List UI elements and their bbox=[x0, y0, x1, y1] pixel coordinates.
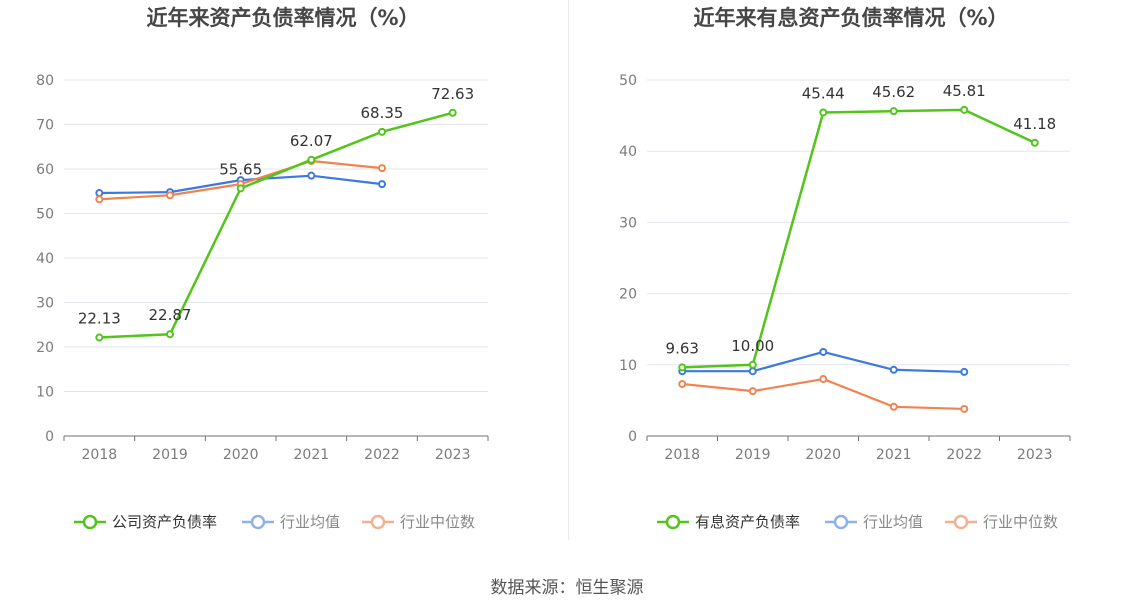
left-y-tick-label: 50 bbox=[36, 207, 54, 223]
right-data-label: 45.62 bbox=[872, 83, 915, 101]
right-legend-label: 行业中位数 bbox=[983, 513, 1058, 531]
left-y-tick-label: 10 bbox=[36, 385, 54, 401]
left-data-point[interactable] bbox=[307, 155, 316, 164]
left-legend-marker-icon bbox=[250, 514, 266, 530]
right-data-point[interactable] bbox=[960, 105, 969, 114]
left-legend-marker-icon bbox=[370, 514, 386, 530]
left-legend-item[interactable]: 行业中位数 bbox=[362, 513, 475, 531]
left-chart-title: 近年来资产负债率情况（%） bbox=[146, 6, 420, 30]
left-y-tick-label: 40 bbox=[36, 251, 54, 267]
left-data-point[interactable] bbox=[95, 333, 104, 342]
right-data-point[interactable] bbox=[960, 367, 969, 376]
left-x-tick-label: 2018 bbox=[82, 447, 118, 463]
left-legend-marker-icon bbox=[82, 514, 98, 530]
right-data-point[interactable] bbox=[748, 387, 757, 396]
left-data-point[interactable] bbox=[307, 171, 316, 180]
left-x-tick-label: 2021 bbox=[294, 447, 330, 463]
right-y-tick-label: 40 bbox=[619, 144, 637, 160]
left-legend-item[interactable]: 行业均值 bbox=[242, 513, 340, 531]
left-legend-item[interactable]: 公司资产负债率 bbox=[74, 513, 217, 531]
data-source-note: 数据来源：恒生聚源 bbox=[490, 578, 644, 598]
right-data-point[interactable] bbox=[889, 402, 898, 411]
right-data-point[interactable] bbox=[748, 360, 757, 369]
right-data-point[interactable] bbox=[889, 365, 898, 374]
left-legend-label: 行业均值 bbox=[280, 513, 340, 531]
left-line-chart: 0 10 20 30 40 50 60 70 80 2018 2019 2020 2021 2022 202… bbox=[36, 73, 489, 531]
right-data-point[interactable] bbox=[819, 375, 828, 384]
right-data-label: 45.44 bbox=[802, 84, 845, 102]
right-series-line-s0 bbox=[682, 108, 1036, 369]
right-data-label: 41.18 bbox=[1013, 115, 1056, 133]
left-y-tick-label: 30 bbox=[36, 296, 54, 312]
right-y-tick-label: 20 bbox=[619, 287, 637, 303]
left-y-tick-label: 80 bbox=[36, 73, 54, 89]
right-legend-label: 有息资产负债率 bbox=[695, 513, 800, 531]
left-x-tick-label: 2019 bbox=[152, 447, 188, 463]
right-data-label: 9.63 bbox=[666, 339, 699, 357]
left-data-point[interactable] bbox=[448, 108, 457, 117]
right-data-point[interactable] bbox=[678, 363, 687, 372]
right-chart-title: 近年来有息资产负债率情况（%） bbox=[693, 6, 1009, 30]
right-legend-marker-icon bbox=[833, 514, 849, 530]
right-data-point[interactable] bbox=[819, 347, 828, 356]
left-y-tick-label: 0 bbox=[45, 429, 54, 445]
right-data-point[interactable] bbox=[960, 404, 969, 413]
left-x-tick-label: 2023 bbox=[435, 447, 471, 463]
right-x-tick-label: 2019 bbox=[735, 447, 771, 463]
right-data-point[interactable] bbox=[889, 107, 898, 116]
right-y-tick-label: 30 bbox=[619, 215, 637, 231]
right-legend-item[interactable]: 行业中位数 bbox=[945, 513, 1058, 531]
left-y-tick-label: 70 bbox=[36, 118, 54, 134]
left-data-point[interactable] bbox=[166, 330, 174, 339]
right-series-line-s2 bbox=[682, 377, 965, 411]
right-data-point[interactable] bbox=[678, 380, 687, 389]
left-data-point[interactable] bbox=[236, 184, 245, 193]
panel-divider bbox=[568, 0, 569, 540]
left-x-tick-label: 2020 bbox=[223, 447, 259, 463]
left-data-point[interactable] bbox=[378, 164, 386, 173]
left-data-label: 68.35 bbox=[361, 104, 404, 122]
right-legend-marker-icon bbox=[665, 514, 681, 530]
left-legend-label: 公司资产负债率 bbox=[112, 513, 217, 531]
left-data-label: 55.65 bbox=[219, 160, 262, 178]
right-data-point[interactable] bbox=[1030, 138, 1039, 147]
left-series-line-s0 bbox=[99, 111, 453, 339]
right-x-tick-label: 2023 bbox=[1017, 447, 1053, 463]
right-y-tick-label: 10 bbox=[619, 358, 637, 374]
right-data-point[interactable] bbox=[748, 367, 757, 376]
right-y-tick-label: 0 bbox=[628, 429, 637, 445]
right-x-tick-label: 2020 bbox=[805, 447, 841, 463]
left-x-tick-label: 2022 bbox=[364, 447, 400, 463]
left-y-tick-label: 60 bbox=[36, 162, 54, 178]
left-data-point[interactable] bbox=[378, 127, 386, 136]
right-line-chart: 0 10 20 30 40 50 2018 2019 2020 2021 2022 2023 9.63 1… bbox=[619, 73, 1071, 531]
right-data-label: 45.81 bbox=[943, 82, 986, 100]
right-x-tick-label: 2022 bbox=[946, 447, 982, 463]
left-data-label: 72.63 bbox=[431, 85, 474, 103]
right-x-tick-label: 2021 bbox=[876, 447, 912, 463]
right-legend-marker-icon bbox=[953, 514, 969, 530]
right-x-tick-label: 2018 bbox=[664, 447, 700, 463]
right-legend-label: 行业均值 bbox=[863, 513, 923, 531]
right-data-label: 10.00 bbox=[731, 337, 774, 355]
right-legend-item[interactable]: 有息资产负债率 bbox=[657, 513, 800, 531]
left-data-point[interactable] bbox=[378, 180, 386, 189]
right-data-point[interactable] bbox=[819, 108, 828, 117]
left-y-tick-label: 20 bbox=[36, 340, 54, 356]
left-data-label: 62.07 bbox=[290, 132, 333, 150]
left-data-point[interactable] bbox=[166, 191, 174, 200]
right-y-tick-label: 50 bbox=[619, 73, 637, 89]
right-legend-item[interactable]: 行业均值 bbox=[825, 513, 923, 531]
left-data-label: 22.87 bbox=[149, 306, 192, 324]
left-data-point[interactable] bbox=[95, 189, 104, 198]
left-legend-label: 行业中位数 bbox=[400, 513, 475, 531]
left-data-label: 22.13 bbox=[78, 310, 121, 328]
left-data-point[interactable] bbox=[95, 195, 104, 204]
